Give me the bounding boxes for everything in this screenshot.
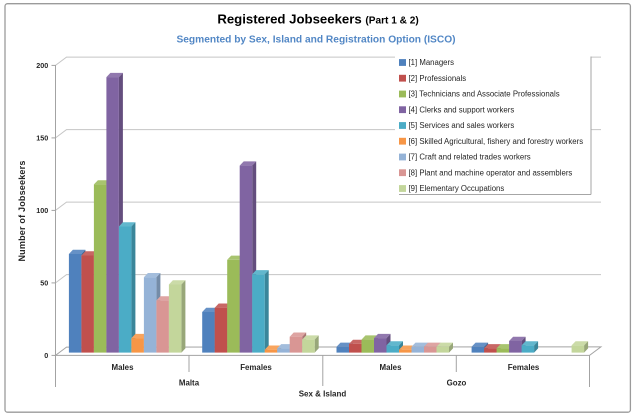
svg-text:Segmented by Sex, Island and R: Segmented by Sex, Island and Registratio… [176, 35, 455, 46]
svg-text:[2] Professionals: [2] Professionals [409, 74, 467, 83]
svg-text:Malta: Malta [179, 379, 200, 388]
svg-text:Sex & Island: Sex & Island [299, 390, 347, 399]
svg-text:[4] Clerks and support workers: [4] Clerks and support workers [409, 105, 515, 114]
svg-text:[7] Craft and related trades w: [7] Craft and related trades workers [409, 153, 531, 162]
svg-text:Males: Males [112, 363, 135, 372]
svg-text:Gozo: Gozo [447, 379, 467, 388]
svg-text:150: 150 [36, 134, 48, 143]
svg-text:0: 0 [44, 351, 48, 360]
svg-text:[9] Elementary Occupations: [9] Elementary Occupations [409, 184, 505, 193]
svg-text:200: 200 [36, 61, 48, 70]
svg-text:[6] Skilled Agricultural, fish: [6] Skilled Agricultural, fishery and fo… [409, 137, 584, 146]
svg-text:Females: Females [240, 363, 272, 372]
svg-text:100: 100 [36, 206, 48, 215]
svg-text:[1] Managers: [1] Managers [409, 58, 455, 67]
svg-text:[3] Technicians and Associate: [3] Technicians and Associate Profession… [409, 90, 560, 99]
svg-text:[5] Services and sales workers: [5] Services and sales workers [409, 121, 515, 130]
svg-text:Number of Jobseekers: Number of Jobseekers [17, 160, 27, 261]
svg-text:Females: Females [508, 363, 540, 372]
svg-text:[8] Plant and machine operator: [8] Plant and machine operator and assem… [409, 168, 573, 177]
svg-text:Registered Jobseekers (Part 1: Registered Jobseekers (Part 1 & 2) [217, 12, 418, 27]
svg-text:50: 50 [40, 279, 48, 288]
svg-text:Males: Males [380, 363, 403, 372]
